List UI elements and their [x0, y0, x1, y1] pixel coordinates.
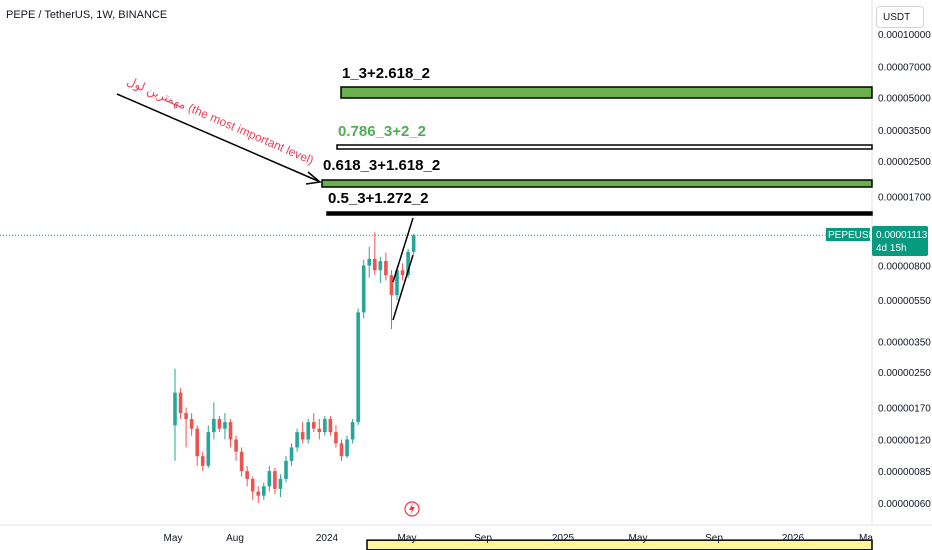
- wedge-lower-line: [392, 254, 414, 321]
- lightning-icon-bolt: [409, 503, 415, 515]
- candle-body: [400, 270, 405, 276]
- symbol-tag-text: PEPEUSDT: [828, 230, 882, 241]
- fib-level-band: [340, 86, 873, 99]
- candle-body: [339, 443, 344, 457]
- candle-body: [317, 428, 322, 433]
- y-tick-label: 0.00000250: [878, 368, 931, 379]
- x-tick-label: May: [398, 533, 417, 544]
- candle-body: [267, 471, 272, 487]
- candle-body: [378, 261, 383, 271]
- symbol-tag: [826, 228, 870, 241]
- arrow-head: [305, 171, 322, 185]
- fib-level-label: 0.786_3+2_2: [338, 123, 426, 140]
- candle-body: [361, 265, 366, 313]
- candle-body: [289, 447, 294, 461]
- lightning-icon[interactable]: [404, 501, 420, 517]
- candle-body: [384, 261, 388, 276]
- fib-level-label: 1_3+2.618_2: [342, 65, 430, 82]
- fib-level-band: [321, 179, 873, 188]
- candle-body: [189, 419, 194, 429]
- candle-body: [300, 432, 305, 440]
- candle-body: [234, 439, 238, 452]
- candle-body: [284, 460, 288, 479]
- y-tick-label: 0.00007000: [878, 63, 931, 74]
- candle-body: [212, 419, 216, 433]
- price-tag-value: 0.00001113: [876, 230, 928, 241]
- x-tick-label: May: [164, 533, 183, 544]
- candle-body: [323, 419, 327, 433]
- candle-body: [345, 439, 349, 457]
- y-tick-label: 0.00010000: [878, 30, 931, 41]
- fib-level-label: 0.5_3+1.272_2: [328, 190, 429, 207]
- y-axis: 0.00010000 0.00007000 0.00005000 0.00003500…: [878, 30, 931, 510]
- candle-body: [411, 235, 416, 252]
- candle-body: [367, 258, 372, 266]
- candle-body: [206, 432, 211, 466]
- candle-body: [239, 451, 244, 472]
- candle-body: [295, 432, 299, 448]
- candle-body: [184, 413, 188, 420]
- candle-body: [334, 432, 338, 444]
- annotation-arrow: [116, 93, 319, 182]
- candle-body: [262, 486, 266, 496]
- x-tick-label: Sep: [474, 533, 492, 544]
- x-tick-label: 2025: [552, 533, 575, 544]
- x-tick-label: Ma: [859, 533, 873, 544]
- y-tick-label: 0.00003500: [878, 126, 931, 137]
- candle-body: [356, 312, 360, 423]
- wedge-upper-line: [392, 217, 414, 283]
- y-tick-label: 0.00005000: [878, 94, 931, 105]
- x-tick-label: Aug: [226, 533, 244, 544]
- candle-body: [245, 471, 249, 479]
- y-tick-label: 0.00001700: [878, 192, 931, 203]
- fib-level-band: [326, 211, 873, 216]
- x-tick-label: 2026: [782, 533, 805, 544]
- candle-body: [278, 478, 283, 489]
- candle-body: [256, 491, 261, 496]
- candle-body: [306, 422, 310, 440]
- candle-body: [173, 392, 177, 426]
- y-tick-label: 0.00000060: [878, 499, 931, 510]
- y-tick-label: 0.00000085: [878, 467, 931, 478]
- y-tick-label: 0.00000800: [878, 262, 931, 273]
- candle-body: [328, 419, 333, 433]
- fib-level-band: [336, 144, 873, 150]
- candle-body: [195, 428, 199, 457]
- candle-body: [406, 251, 410, 276]
- candle-body: [223, 422, 227, 429]
- candle-body: [217, 419, 222, 429]
- y-tick-label: 0.00002500: [878, 157, 931, 168]
- fib-levels-layer: 1_3+2.618_2 0.786_3+2_2 0.618_3+1.618_2 0.5…: [321, 65, 873, 216]
- candle-body: [250, 478, 255, 492]
- y-tick-label: 0.00000350: [878, 337, 931, 348]
- x-tick-label: 2024: [316, 533, 339, 544]
- x-tick-label: Sep: [705, 533, 723, 544]
- candle-body: [389, 275, 394, 296]
- y-tick-label: 0.00000550: [878, 296, 931, 307]
- currency-selector[interactable]: USDT: [876, 6, 924, 28]
- price-tag: [872, 226, 928, 256]
- candle-body: [228, 422, 233, 440]
- chart-title: PEPE / TetherUS, 1W, BINANCE: [6, 9, 168, 21]
- candle-body: [395, 270, 399, 296]
- candle-body: [200, 456, 205, 466]
- candles-layer: [173, 232, 416, 503]
- y-tick-label: 0.00000120: [878, 435, 931, 446]
- x-axis: May Aug 2024 May Sep 2025 May Sep 2026 Ma: [164, 533, 874, 544]
- candle-body: [373, 258, 377, 271]
- candle-body: [178, 392, 183, 414]
- fib-level-label: 0.618_3+1.618_2: [323, 157, 440, 174]
- support-zone-layer: [0, 234, 873, 550]
- y-tick-label: 0.00000170: [878, 404, 931, 415]
- x-tick-label: May: [629, 533, 648, 544]
- drawings-layer: مهمترین لول (the most important level): [116, 74, 420, 517]
- candle-body: [350, 422, 355, 440]
- candle-body: [311, 422, 316, 429]
- candle-body: [273, 471, 277, 489]
- annotation-text: مهمترین لول (the most important level): [124, 74, 315, 168]
- price-tag-countdown: 4d 15h: [876, 243, 907, 254]
